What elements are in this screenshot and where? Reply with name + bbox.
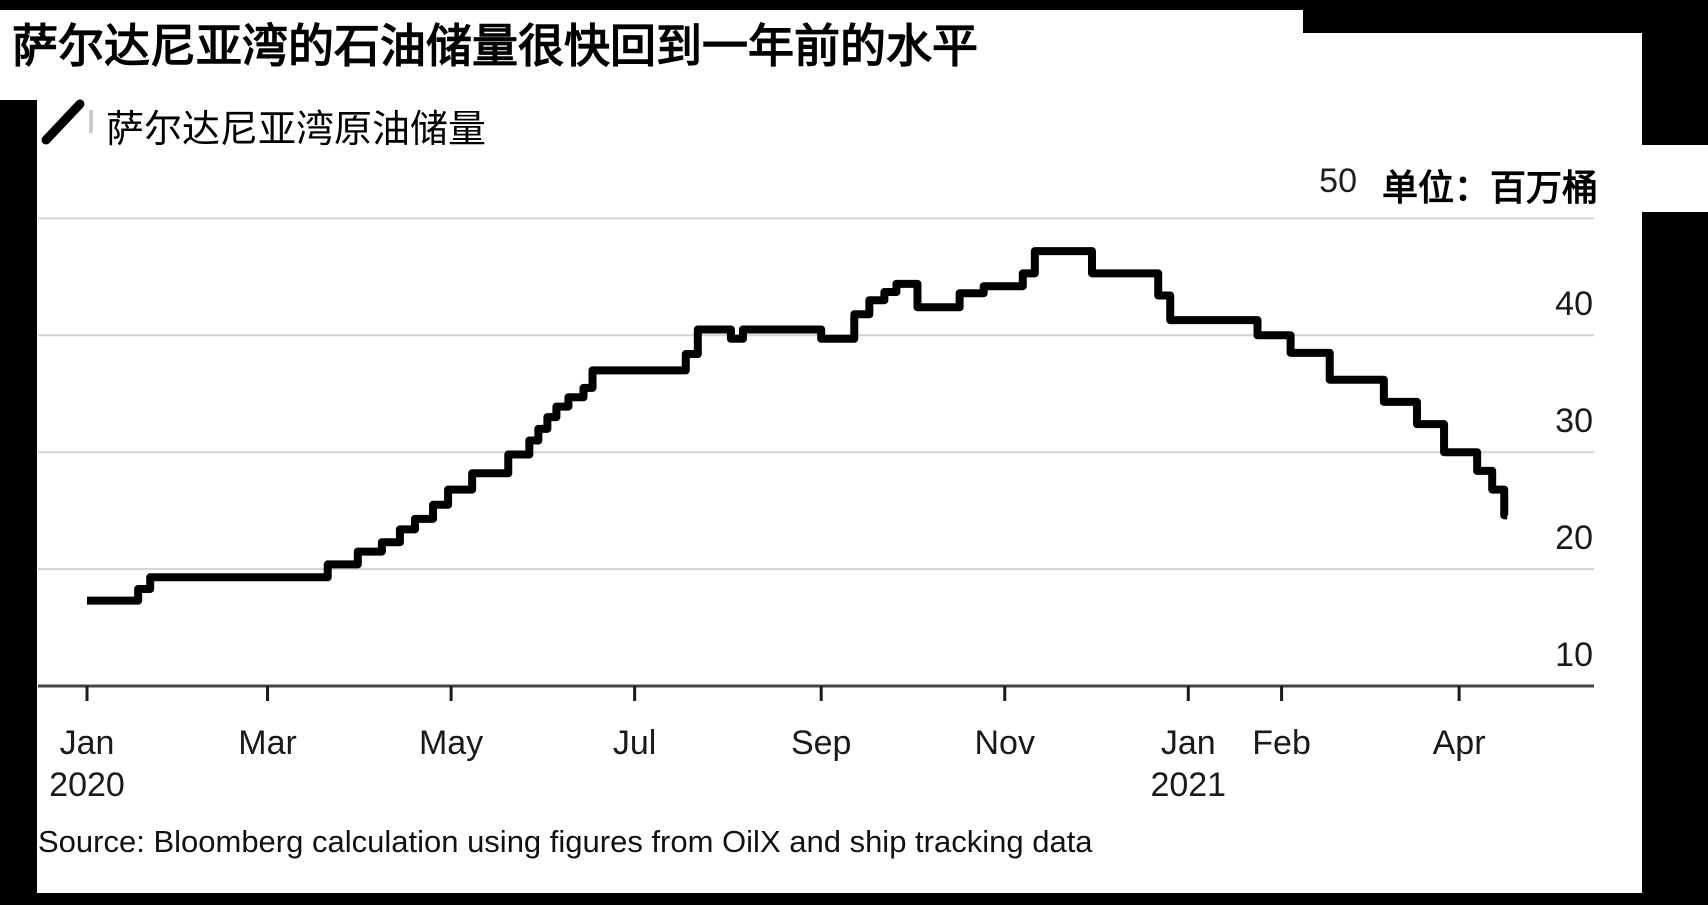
x-axis-label-Jan2020: Jan bbox=[59, 724, 115, 762]
x-axis-year-2020: 2020 bbox=[49, 766, 125, 804]
x-axis-label-Mar: Mar bbox=[238, 724, 297, 762]
x-axis-label-Jul: Jul bbox=[612, 724, 657, 762]
legend-divider bbox=[89, 110, 93, 133]
bottom-black-bar bbox=[0, 893, 1708, 905]
x-axis-label-Feb: Feb bbox=[1252, 724, 1311, 762]
right-black-bar-upper bbox=[1642, 33, 1708, 145]
left-black-bar bbox=[0, 100, 37, 905]
page-title: 萨尔达尼亚湾的石油储量很快回到一年前的水平 bbox=[12, 21, 978, 72]
x-axis-year-2021: 2021 bbox=[1150, 766, 1227, 804]
data-line-saldanha-crude-stockpiles bbox=[87, 247, 1509, 605]
x-axis-label-Sep: Sep bbox=[790, 724, 852, 762]
x-axis-label-Nov: Nov bbox=[974, 724, 1035, 762]
x-axis-label-Apr: Apr bbox=[1432, 724, 1486, 762]
y-axis-label-30: 30 bbox=[1555, 402, 1593, 441]
y-axis-label-50: 50 bbox=[1319, 162, 1357, 200]
top-black-bar bbox=[0, 0, 1708, 10]
top-right-black-block bbox=[1303, 0, 1708, 33]
line-swatch-icon bbox=[41, 99, 85, 145]
units-label: 单位：百万桶 bbox=[1382, 168, 1599, 208]
y-axis-label-10: 10 bbox=[1555, 636, 1593, 674]
y-axis-label-40: 40 bbox=[1555, 285, 1593, 324]
legend-label: 萨尔达尼亚湾原油储量 bbox=[106, 109, 487, 151]
source-text: Source: Bloomberg calculation using figu… bbox=[38, 824, 1093, 859]
y-axis-label-20: 20 bbox=[1555, 519, 1593, 558]
x-axis-label-May: May bbox=[418, 724, 484, 762]
x-axis-label-Jan2021: Jan bbox=[1160, 724, 1216, 762]
right-black-bar-lower bbox=[1642, 212, 1708, 905]
